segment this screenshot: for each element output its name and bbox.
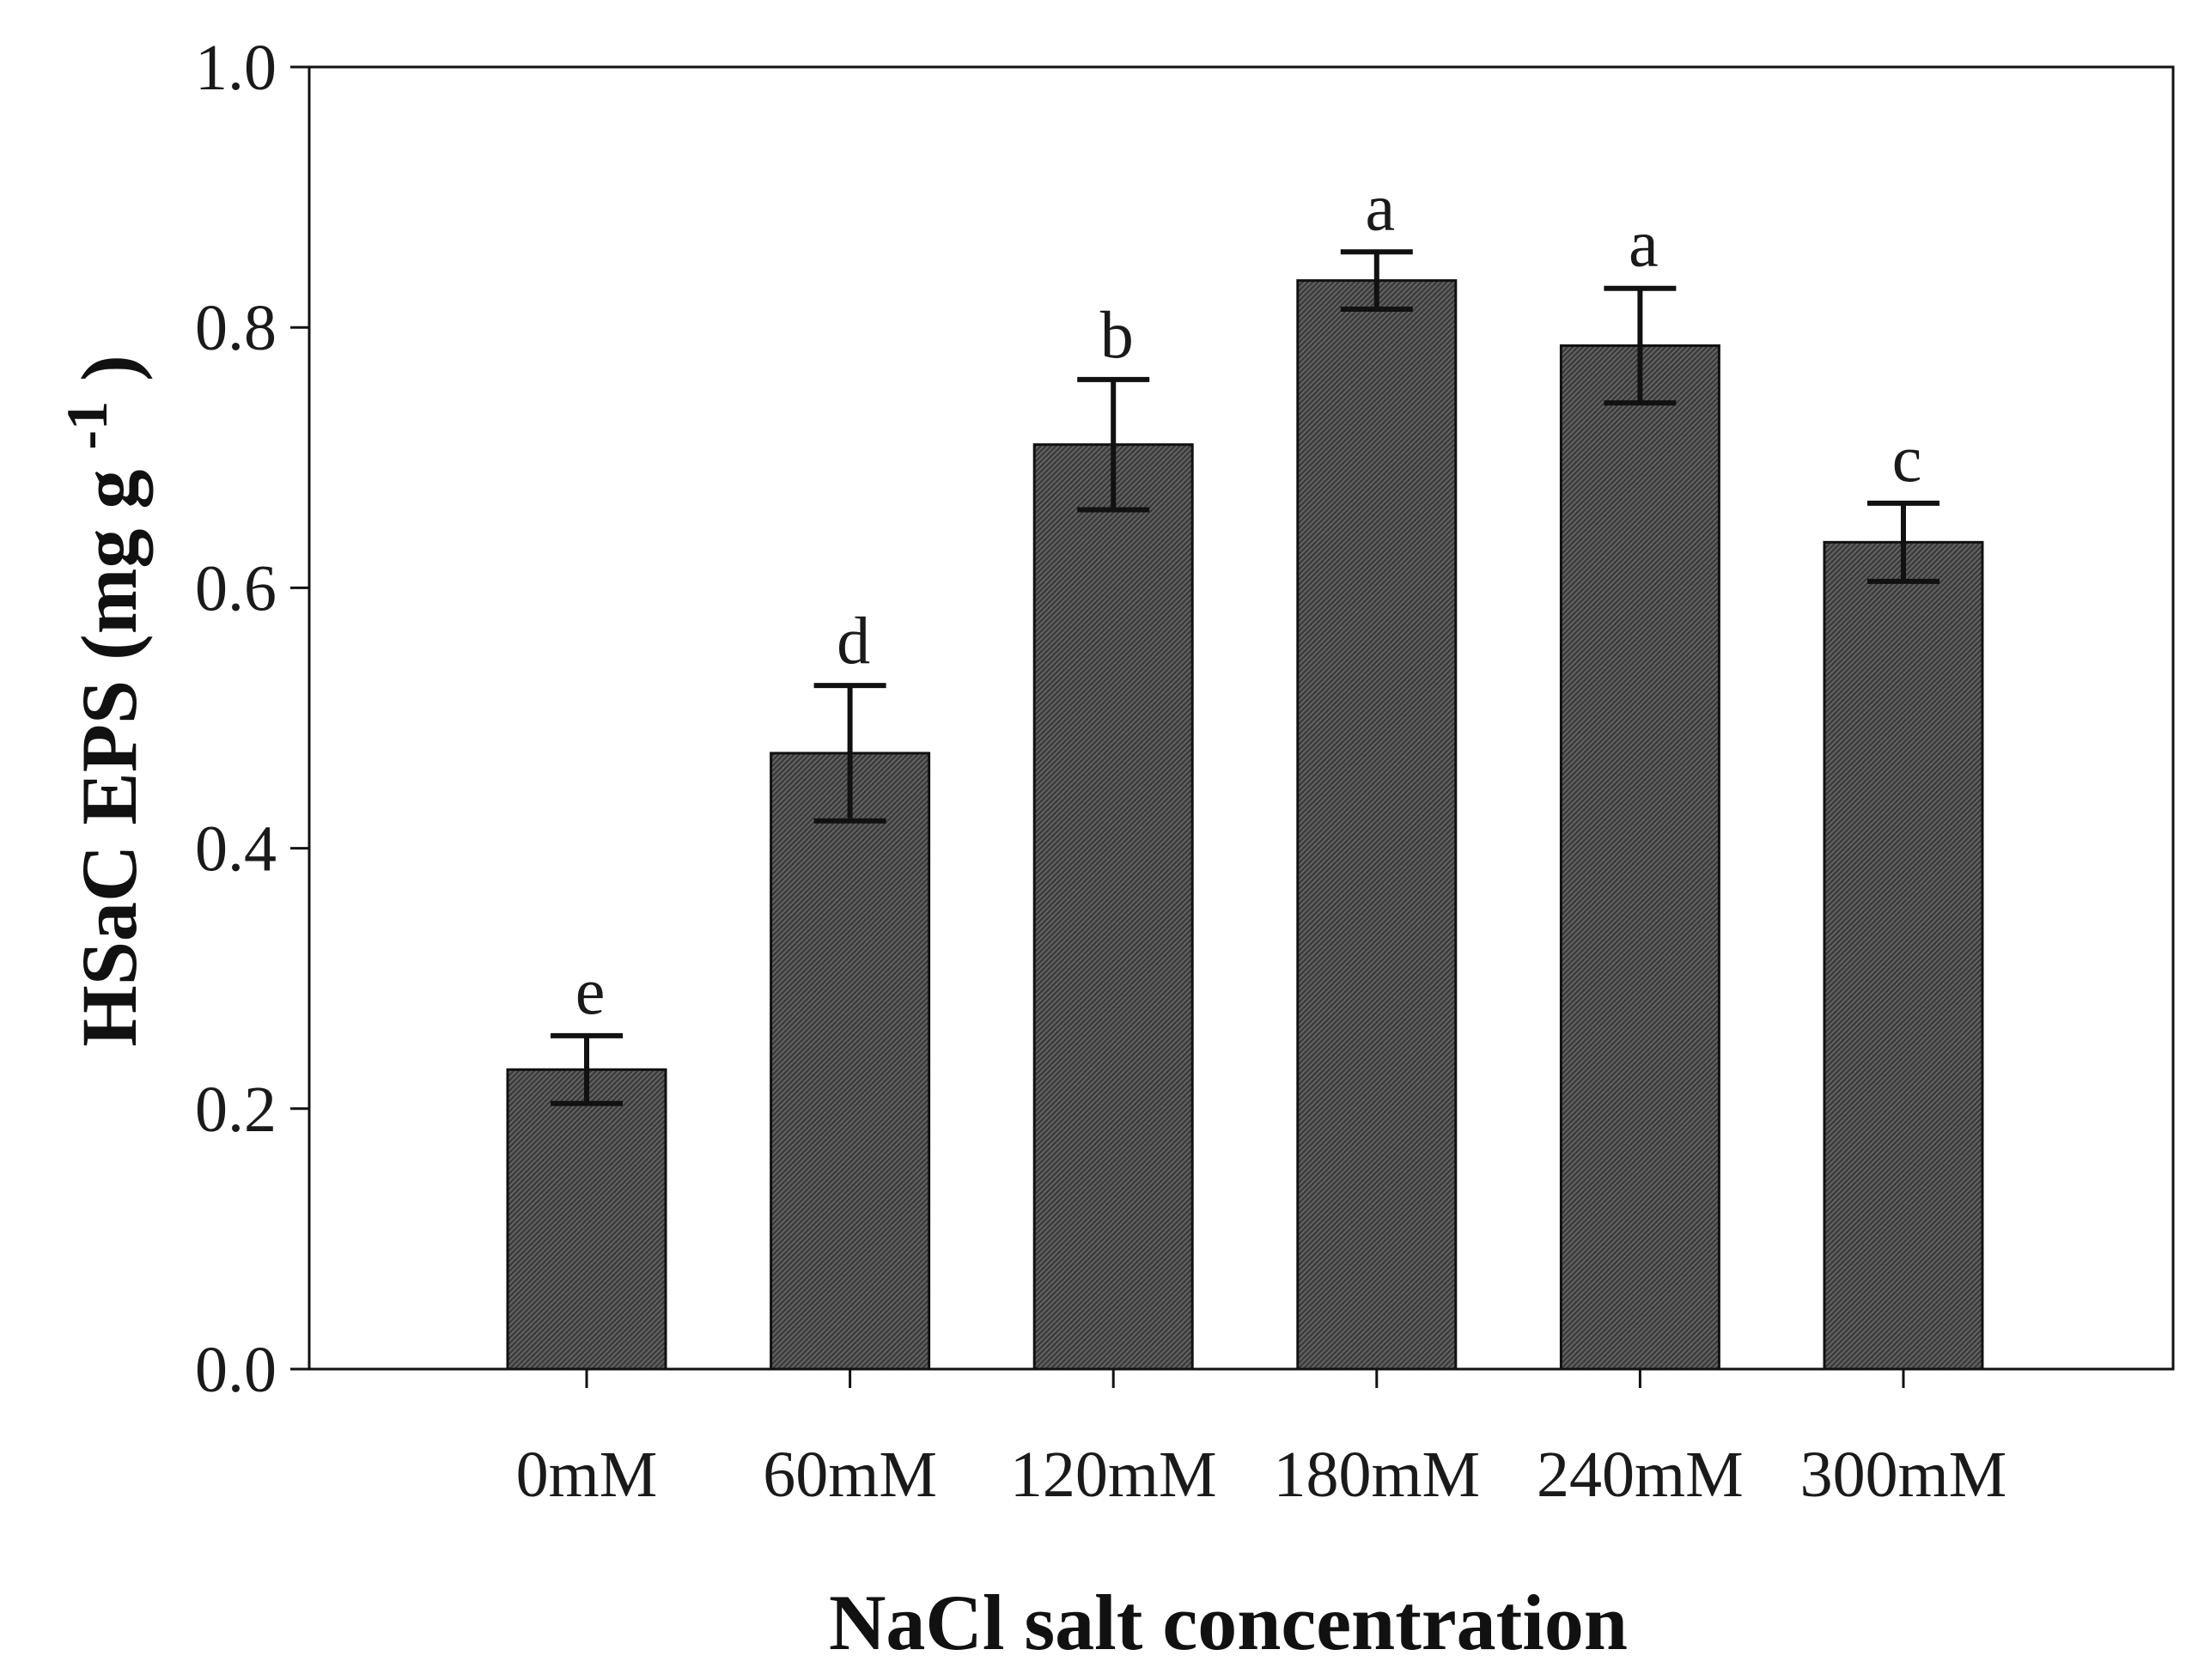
significance-letter: b	[1100, 297, 1134, 372]
plot-border	[307, 65, 2175, 1371]
x-tick-label: 180mM	[1273, 1439, 1480, 1511]
significance-letter: a	[1629, 206, 1659, 281]
bars-layer	[506, 279, 1984, 1371]
significance-letter: e	[575, 953, 606, 1028]
x-tick-label: 300mM	[1800, 1439, 2007, 1511]
x-tick-label: 120mM	[1010, 1439, 1217, 1511]
bar-180mM	[1296, 279, 1458, 1371]
y-tick-label: 0.4	[195, 813, 277, 886]
y-axis-title-main: HSaC EPS (mg g	[65, 470, 153, 1047]
bar-60mM	[770, 752, 931, 1371]
x-tick-label: 240mM	[1537, 1439, 1744, 1511]
bar-300mM	[1823, 540, 1984, 1371]
error-bars-layer	[551, 249, 1939, 1106]
y-tick-label: 0.6	[195, 552, 277, 624]
y-axis-title-close: )	[65, 355, 153, 381]
significance-labels-layer: e d b a a c	[575, 169, 1922, 1028]
y-axis-title: HSaC EPS (mg g -1 )	[36, 355, 153, 1046]
y-axis-title-superscript: -1	[54, 401, 119, 450]
bar-240mM	[1559, 344, 1720, 1371]
significance-letter: d	[837, 603, 870, 678]
x-tick-label: 0mM	[516, 1439, 658, 1511]
significance-letter: a	[1365, 169, 1395, 244]
significance-letter: c	[1892, 421, 1922, 496]
x-axis-ticks: 0mM 60mM 120mM 180mM 240mM 300mM	[516, 1369, 2007, 1511]
y-tick-label: 1.0	[195, 32, 277, 104]
y-tick-label: 0.0	[195, 1334, 277, 1406]
y-axis-ticks: 0.0 0.2 0.4 0.6 0.8 1.0	[195, 32, 309, 1406]
x-tick-label: 60mM	[763, 1439, 937, 1511]
plot-frame	[307, 65, 2175, 1371]
bar-0mM	[506, 1068, 667, 1371]
bar-120mM	[1032, 443, 1194, 1371]
y-tick-label: 0.8	[195, 292, 277, 364]
y-tick-label: 0.2	[195, 1074, 277, 1146]
x-axis-title: NaCl salt concentration	[829, 1579, 1628, 1666]
